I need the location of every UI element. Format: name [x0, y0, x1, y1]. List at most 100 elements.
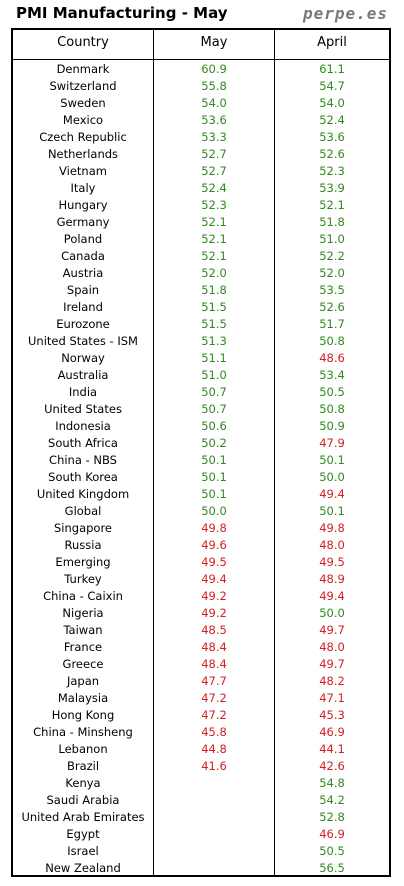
april-value-cell: 50.1	[319, 504, 345, 518]
may-value-cell: 55.8	[201, 79, 227, 93]
country-cell: Czech Republic	[39, 130, 127, 144]
may-value-cell: 51.1	[201, 351, 227, 365]
table-row: Israel 50.5	[13, 843, 389, 860]
april-value-cell: 42.6	[319, 759, 345, 773]
table-row: India 50.7 50.5	[13, 384, 389, 401]
country-cell: United States - ISM	[28, 334, 138, 348]
country-cell: India	[68, 385, 98, 399]
country-cell: Malaysia	[57, 691, 109, 705]
april-value-cell: 51.7	[319, 317, 345, 331]
may-value-cell: 51.3	[201, 334, 227, 348]
may-value-cell: 49.5	[201, 555, 227, 569]
april-value-cell: 47.9	[319, 436, 345, 450]
table-row: Brazil 41.6 42.6	[13, 758, 389, 775]
may-value-cell: 54.0	[201, 96, 227, 110]
april-value-cell: 52.1	[319, 198, 345, 212]
may-value-cell: 48.5	[201, 623, 227, 637]
table-row: New Zealand 56.5	[13, 860, 389, 877]
may-value-cell: 50.1	[201, 487, 227, 501]
column-divider	[274, 30, 275, 875]
table-body: Denmark 60.9 61.1 Switzerland 55.8 54.7 Sweden…	[13, 61, 389, 877]
april-value-cell: 48.9	[319, 572, 345, 586]
april-value-cell: 49.4	[319, 487, 345, 501]
country-cell: Norway	[61, 351, 105, 365]
table-row: Denmark 60.9 61.1	[13, 61, 389, 78]
may-value-cell: 51.5	[201, 317, 227, 331]
country-cell: Switzerland	[49, 79, 117, 93]
header-divider	[13, 59, 389, 60]
may-value-cell: 52.7	[201, 164, 227, 178]
country-cell: New Zealand	[45, 861, 121, 875]
may-value-cell: 50.7	[201, 402, 227, 416]
country-cell: Denmark	[56, 62, 110, 76]
may-value-cell: 47.2	[201, 691, 227, 705]
table-row: Russia 49.6 48.0	[13, 537, 389, 554]
country-cell: Spain	[66, 283, 100, 297]
april-value-cell: 52.8	[319, 810, 345, 824]
country-cell: United States	[44, 402, 122, 416]
april-value-cell: 49.7	[319, 657, 345, 671]
april-value-cell: 53.9	[319, 181, 345, 195]
may-value-cell: 52.1	[201, 232, 227, 246]
country-cell: China - Caixin	[43, 589, 123, 603]
country-cell: Saudi Arabia	[46, 793, 120, 807]
table-row: Germany 52.1 51.8	[13, 214, 389, 231]
table-row: United States 50.7 50.8	[13, 401, 389, 418]
may-value-cell: 52.1	[201, 249, 227, 263]
april-value-cell: 53.5	[319, 283, 345, 297]
table-row: Netherlands 52.7 52.6	[13, 146, 389, 163]
april-value-cell: 48.0	[319, 538, 345, 552]
table-row: Greece 48.4 49.7	[13, 656, 389, 673]
table-row: Egypt 46.9	[13, 826, 389, 843]
table-row: Singapore 49.8 49.8	[13, 520, 389, 537]
may-value-cell: 49.4	[201, 572, 227, 586]
country-cell: Global	[64, 504, 102, 518]
may-value-cell: 52.0	[201, 266, 227, 280]
april-value-cell: 52.6	[319, 147, 345, 161]
country-cell: Brazil	[66, 759, 100, 773]
column-divider	[153, 30, 154, 875]
country-cell: Ireland	[63, 300, 103, 314]
april-value-cell: 45.3	[319, 708, 345, 722]
country-cell: Russia	[64, 538, 102, 552]
may-value-cell: 48.4	[201, 657, 227, 671]
april-value-cell: 49.7	[319, 623, 345, 637]
may-value-cell: 49.6	[201, 538, 227, 552]
country-cell: Poland	[63, 232, 103, 246]
may-value-cell: 50.2	[201, 436, 227, 450]
country-cell: Emerging	[55, 555, 111, 569]
april-value-cell: 46.9	[319, 827, 345, 841]
table-row: China - NBS 50.1 50.1	[13, 452, 389, 469]
may-value-cell: 50.1	[201, 470, 227, 484]
country-cell: Taiwan	[63, 623, 103, 637]
country-cell: Singapore	[53, 521, 113, 535]
table-row: Austria 52.0 52.0	[13, 265, 389, 282]
april-value-cell: 50.0	[319, 470, 345, 484]
may-value-cell: 47.2	[201, 708, 227, 722]
april-value-cell: 46.9	[319, 725, 345, 739]
may-value-cell: 60.9	[201, 62, 227, 76]
country-cell: Australia	[57, 368, 109, 382]
country-cell: France	[63, 640, 103, 654]
april-value-cell: 52.4	[319, 113, 345, 127]
country-cell: Kenya	[65, 776, 101, 790]
country-cell: South Korea	[48, 470, 118, 484]
april-value-cell: 50.8	[319, 334, 345, 348]
table-row: United States - ISM 51.3 50.8	[13, 333, 389, 350]
country-cell: United Kingdom	[36, 487, 130, 501]
country-cell: Indonesia	[55, 419, 111, 433]
table-row: Spain 51.8 53.5	[13, 282, 389, 299]
table-row: Nigeria 49.2 50.0	[13, 605, 389, 622]
may-value-cell: 48.4	[201, 640, 227, 654]
april-value-cell: 52.2	[319, 249, 345, 263]
may-value-cell: 49.2	[201, 606, 227, 620]
april-value-cell: 54.0	[319, 96, 345, 110]
table-row: Eurozone 51.5 51.7	[13, 316, 389, 333]
april-value-cell: 53.6	[319, 130, 345, 144]
april-value-cell: 49.5	[319, 555, 345, 569]
country-cell: Netherlands	[47, 147, 119, 161]
may-value-cell: 50.6	[201, 419, 227, 433]
april-value-cell: 49.8	[319, 521, 345, 535]
country-cell: Japan	[66, 674, 100, 688]
april-value-cell: 50.0	[319, 606, 345, 620]
